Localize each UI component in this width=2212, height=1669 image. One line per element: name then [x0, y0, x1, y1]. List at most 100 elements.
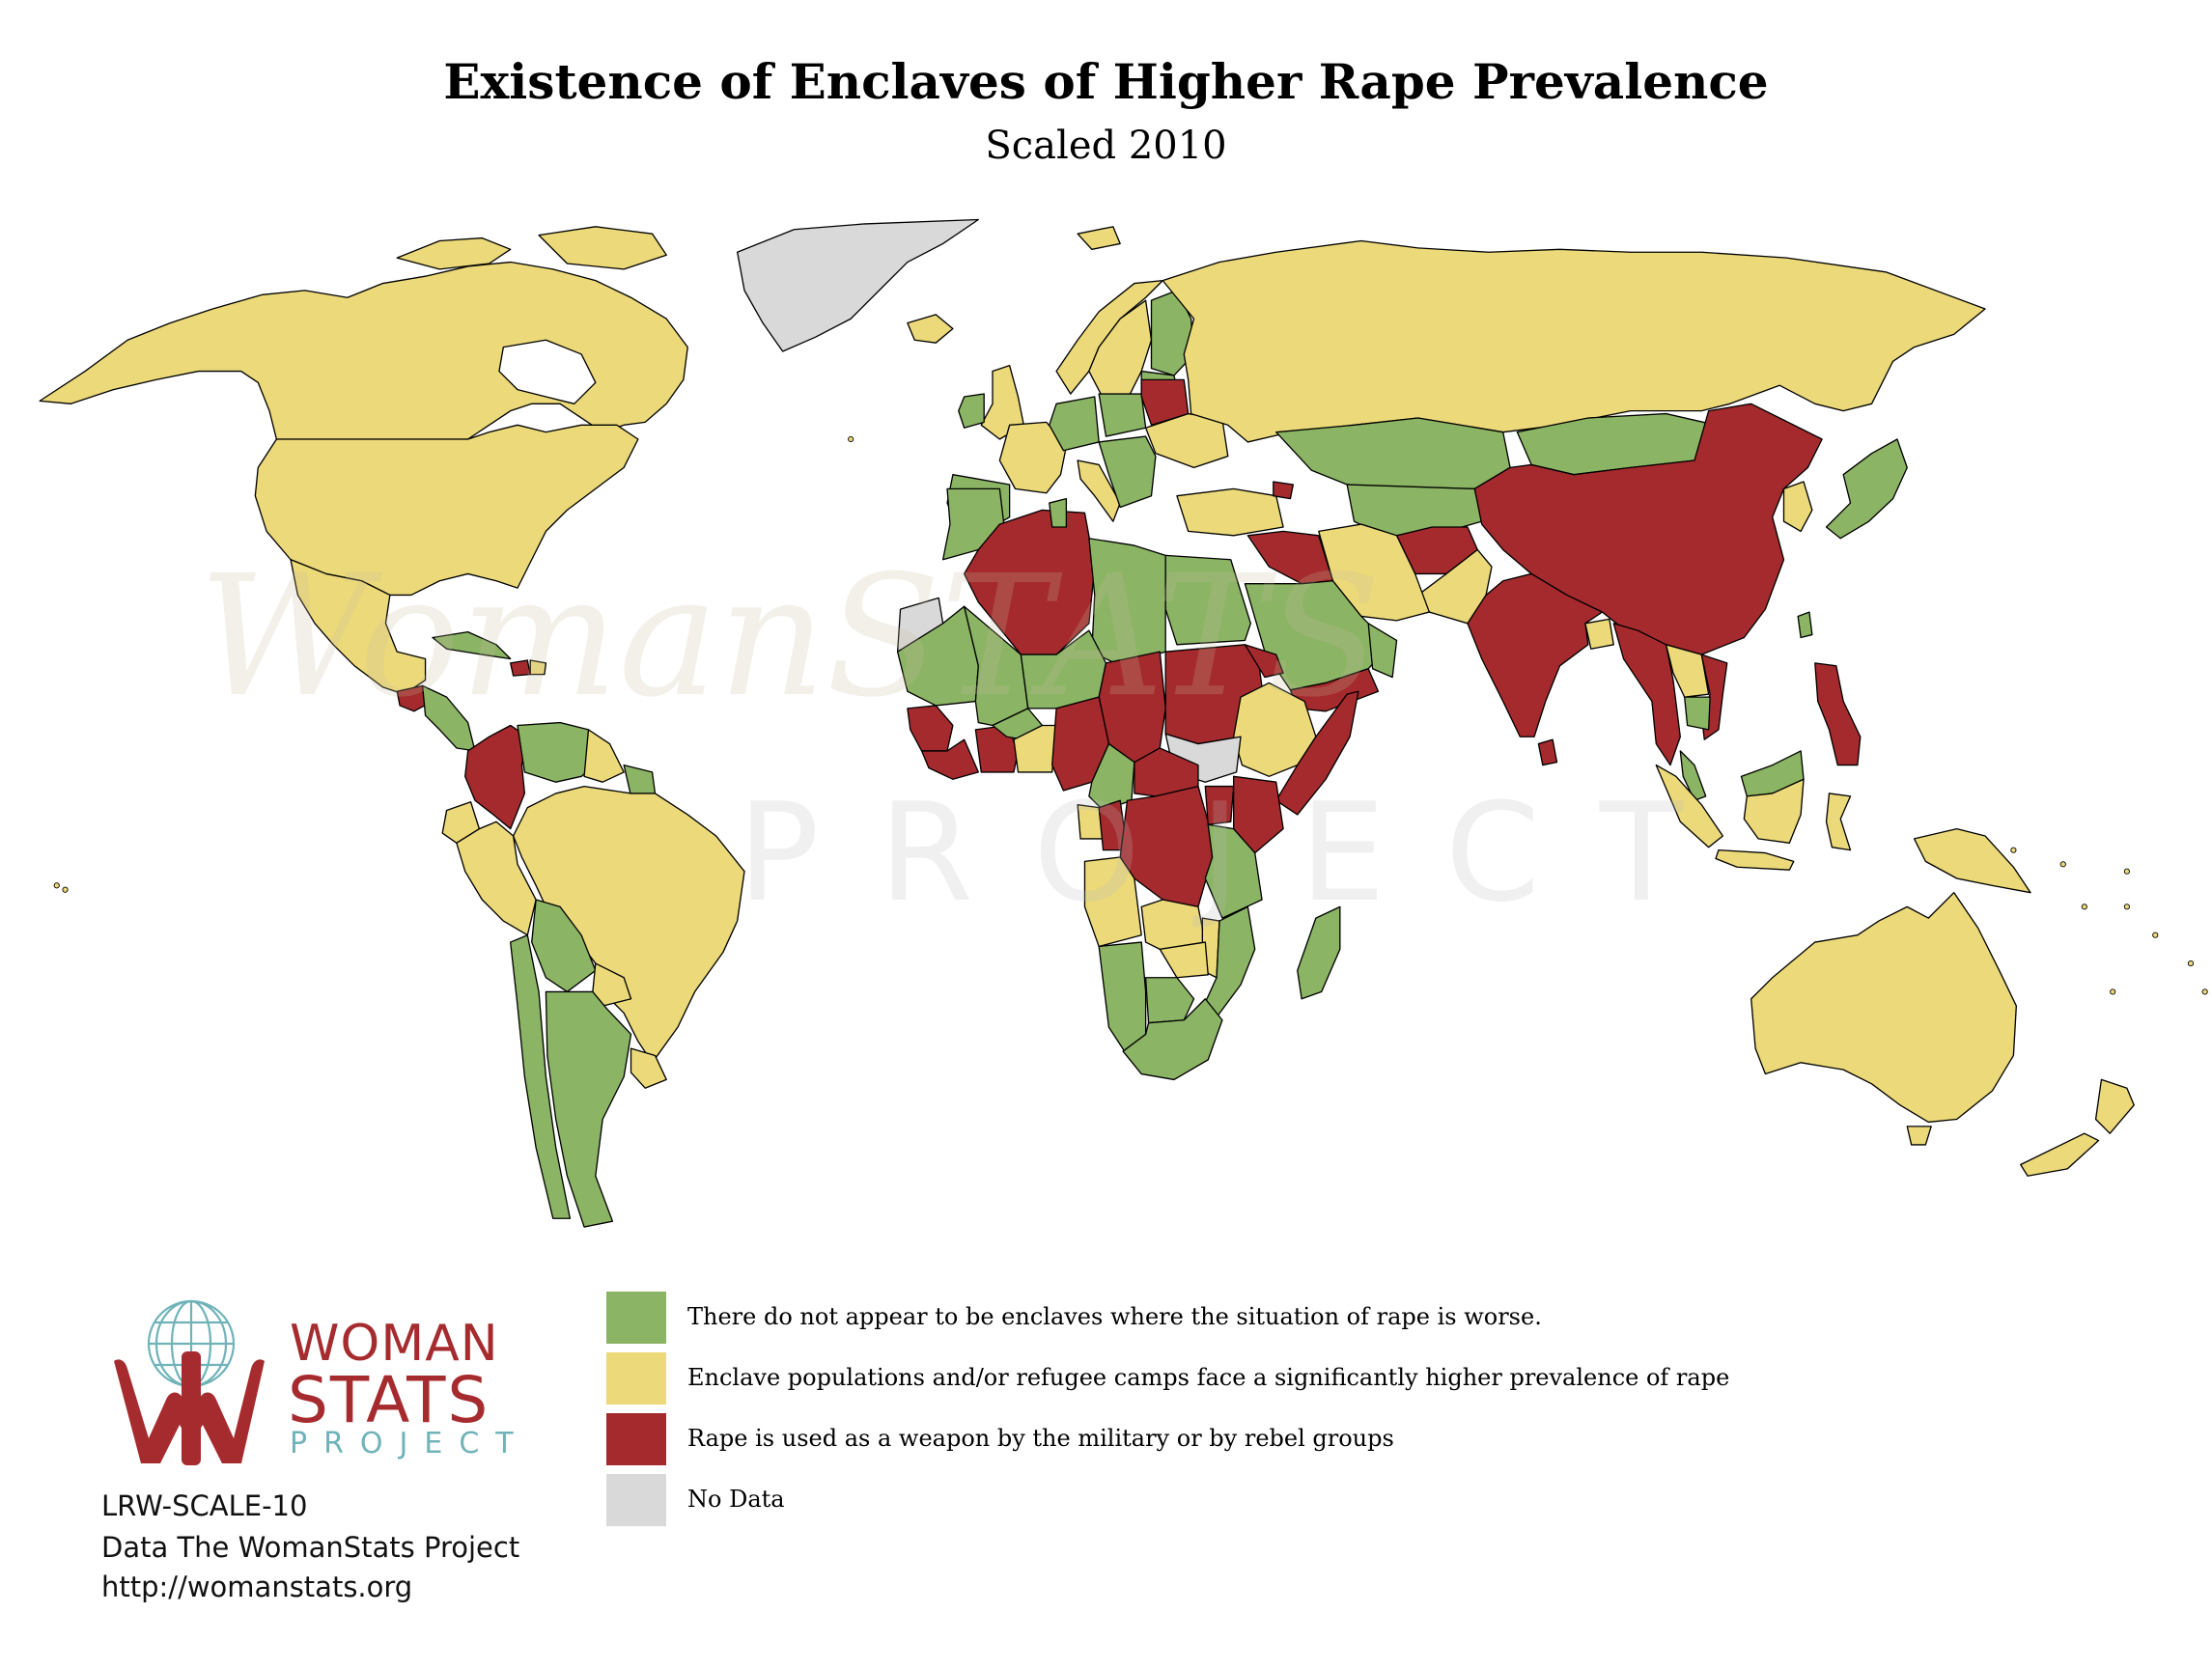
- map-region-balkans: [1098, 435, 1157, 509]
- legend-swatch-yellow: [606, 1352, 666, 1405]
- map-region-chile: [510, 934, 572, 1219]
- map-region-caucasus: [1273, 481, 1295, 500]
- map-region-uganda: [1204, 785, 1235, 825]
- map-region-new-zealand-south: [2020, 1132, 2100, 1177]
- map-region-java: [1715, 848, 1795, 871]
- map-island-dot: [53, 882, 60, 889]
- watermark-text: WomanSTATS: [199, 539, 1382, 734]
- map-region-myanmar-thailand: [1612, 623, 1681, 766]
- map-title: Existence of Enclaves of Higher Rape Pre…: [443, 53, 1769, 110]
- map-region-poland: [1098, 393, 1147, 437]
- map-region-russia: [1162, 239, 1986, 443]
- map-region-kenya: [1233, 775, 1284, 854]
- map-region-cambodia: [1684, 696, 1711, 731]
- map-region-new-guinea: [1913, 827, 2031, 894]
- legend-label: There do not appear to be enclaves where…: [687, 1303, 1542, 1330]
- map-region-egypt: [1164, 554, 1251, 646]
- map-region-eritrea: [1244, 644, 1284, 679]
- map-region-cuba: [432, 630, 512, 660]
- map-region-ukraine: [1144, 412, 1229, 469]
- map-island-dot: [2187, 960, 2195, 967]
- map-region-paraguay: [592, 962, 632, 1007]
- map-region-guyana: [583, 729, 625, 783]
- map-region-hudson-bay: [498, 339, 597, 404]
- map-island-dot: [62, 886, 69, 893]
- map-subtitle: Scaled 2010: [985, 124, 1227, 168]
- map-region-suriname: [623, 764, 657, 797]
- map-region-arctic-island: [396, 236, 512, 270]
- map-island-dot: [2081, 904, 2087, 910]
- source-url: http://womanstats.org: [101, 1571, 413, 1603]
- map-region-kazakhstan: [1275, 417, 1511, 490]
- map-island-dot: [2201, 988, 2208, 995]
- map-region-uruguay: [630, 1047, 667, 1089]
- map-region-canada: [39, 261, 688, 440]
- map-region-ireland: [958, 393, 985, 429]
- map-region-guinea: [920, 738, 979, 780]
- legend-label: No Data: [687, 1486, 785, 1513]
- legend-swatch-red: [606, 1413, 666, 1465]
- map-region-iceland: [907, 314, 954, 344]
- map-region-sumatra: [1655, 764, 1723, 848]
- hands-icon: [114, 1351, 265, 1465]
- legend-label: Rape is used as a weapon by the military…: [687, 1425, 1394, 1452]
- map-region-australia: [1750, 892, 2017, 1124]
- map-region-philippines: [1814, 662, 1862, 766]
- map-region-tasmania: [1906, 1126, 1932, 1146]
- map-region-tunisia: [1049, 497, 1068, 528]
- map-region-turkey: [1176, 487, 1284, 537]
- map-region-botswana: [1144, 977, 1195, 1024]
- map-region-madagascar: [1297, 905, 1341, 1000]
- map-island-dot: [2152, 932, 2159, 938]
- map-island-dot: [848, 435, 854, 443]
- map-island-dot: [2123, 868, 2130, 875]
- logo-text-project: PROJECT: [290, 1427, 530, 1460]
- map-region-sri-lanka: [1537, 738, 1558, 766]
- map-region-colombia: [464, 724, 528, 830]
- map-region-bangladesh: [1584, 618, 1614, 650]
- country-regions: [39, 218, 2208, 1228]
- map-region-greenland: [737, 218, 979, 352]
- map-code: LRW-SCALE-10: [101, 1489, 308, 1522]
- map-region-svalbard: [1077, 226, 1121, 250]
- map-region-malay-peninsula: [1679, 750, 1707, 801]
- map-region-south-africa: [1122, 998, 1223, 1081]
- map-region-argentina: [545, 990, 632, 1228]
- legend-item-weapon: Rape is used as a weapon by the military…: [606, 1413, 1958, 1467]
- map-region-zimbabwe: [1159, 941, 1209, 979]
- logo-text-stats: STATS: [288, 1363, 490, 1437]
- legend-swatch-grey: [606, 1474, 666, 1526]
- map-region-norway: [1055, 279, 1163, 395]
- map-region-central-america: [421, 684, 476, 752]
- map-island-dot: [2123, 904, 2130, 910]
- map-region-japan: [1825, 438, 1908, 540]
- map-region-mexico: [290, 559, 427, 695]
- map-region-italy: [1077, 459, 1121, 522]
- map-region-somalia: [1275, 690, 1359, 816]
- map-region-germany: [1049, 396, 1100, 452]
- map-island-dot: [2110, 988, 2116, 995]
- data-source: Data The WomanStats Project: [101, 1531, 520, 1564]
- map-region-new-zealand-north: [2094, 1078, 2135, 1134]
- map-island-dot: [2059, 861, 2066, 868]
- map-region-dominican-republic: [529, 659, 547, 676]
- logo-text-woman: WOMAN: [290, 1315, 499, 1373]
- legend-swatch-green: [606, 1292, 666, 1344]
- watermark: WomanSTATS PROJECT: [199, 539, 1743, 932]
- map-region-bolivia: [531, 899, 597, 993]
- map-region-india: [1467, 572, 1604, 737]
- map-island-dot: [2010, 847, 2017, 853]
- map-region-arctic-island: [538, 226, 667, 270]
- watermark-project-text: PROJECT: [738, 774, 1743, 932]
- legend-item-enclaves-higher: Enclave populations and/or refugee camps…: [606, 1352, 1958, 1406]
- map-region-angola: [1083, 856, 1142, 948]
- map-region-oman: [1367, 623, 1398, 679]
- map-region-borneo-south: [1743, 778, 1805, 844]
- map-region-laos: [1665, 644, 1710, 698]
- map-region-sulawesi: [1825, 793, 1852, 851]
- legend-item-no-enclaves: There do not appear to be enclaves where…: [606, 1292, 1958, 1346]
- map-region-namibia: [1098, 941, 1147, 1057]
- map-region-taiwan: [1797, 611, 1813, 639]
- legend-label: Enclave populations and/or refugee camps…: [687, 1364, 1730, 1391]
